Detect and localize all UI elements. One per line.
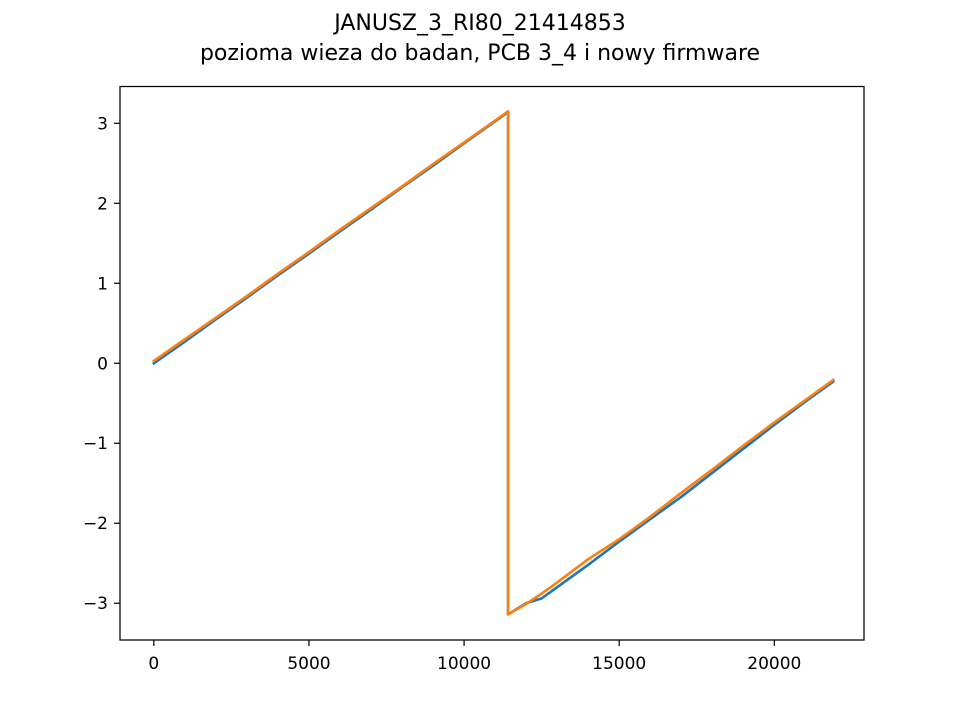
- y-tick-label: 0: [97, 354, 108, 374]
- chart-title: JANUSZ_3_RI80_21414853: [332, 11, 626, 36]
- y-tick-label: −2: [83, 514, 108, 534]
- y-tick-label: 1: [97, 274, 108, 294]
- series-line-2: [151, 110, 836, 616]
- y-tick-label: −1: [83, 434, 108, 454]
- y-axis: −3 −2 −1 0 1 2 3: [83, 114, 120, 614]
- chart-subtitle: pozioma wieza do badan, PCB 3_4 i nowy f…: [200, 41, 760, 66]
- y-tick-label: −3: [83, 594, 108, 614]
- y-tick-label: 3: [97, 114, 108, 134]
- y-tick-label: 2: [97, 194, 108, 214]
- x-tick-label: 10000: [437, 654, 491, 674]
- x-tick-label: 20000: [747, 654, 801, 674]
- x-axis: 0 5000 10000 15000 20000: [148, 640, 801, 674]
- series-line-1: [151, 110, 836, 616]
- series-layer: [151, 110, 836, 616]
- x-tick-label: 0: [148, 654, 159, 674]
- plot-frame: [119, 85, 865, 641]
- x-tick-label: 5000: [287, 654, 330, 674]
- x-tick-label: 15000: [592, 654, 646, 674]
